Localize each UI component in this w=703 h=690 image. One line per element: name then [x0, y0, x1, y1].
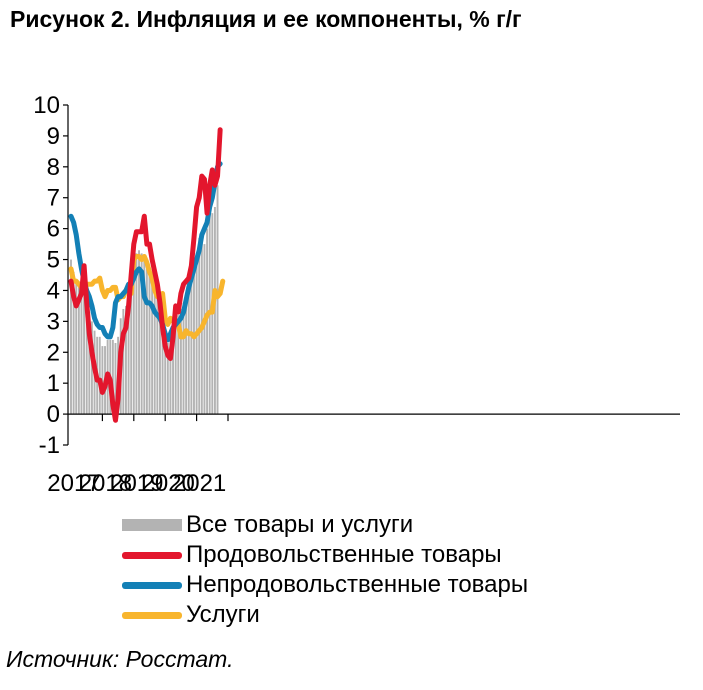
legend-label-all: Все товары и услуги	[186, 511, 414, 538]
bar-all-6	[85, 293, 88, 415]
x-tick-label-2020: 2020	[142, 470, 195, 497]
bar-all-4	[80, 287, 83, 415]
bar-all-7	[88, 312, 91, 415]
bar-all-11	[98, 336, 101, 415]
bar-all-29	[145, 268, 148, 415]
bar-all-21	[125, 305, 127, 415]
legend-label-food: Продовольственные товары	[186, 541, 502, 568]
legend-swatch-services	[122, 612, 182, 619]
bar-all-22	[127, 296, 130, 415]
y-tick-label-6: 6	[47, 216, 60, 243]
y-tick-label-3: 3	[47, 308, 60, 335]
legend-label-nonfood: Непродовольственные товары	[186, 571, 529, 598]
bar-all-40	[174, 321, 177, 415]
bar-all-31	[151, 281, 154, 415]
bar-all-33	[156, 296, 159, 415]
bar-all-41	[177, 315, 180, 415]
bar-all-38	[169, 336, 172, 415]
bar-all-25	[135, 253, 138, 415]
y-tick-label-10: 10	[33, 92, 60, 119]
bar-series	[70, 185, 219, 415]
bar-all-39	[172, 318, 174, 415]
legend-swatch-bars	[122, 519, 182, 531]
bar-all-3	[77, 287, 80, 415]
bar-all-51	[203, 244, 206, 415]
bar-all-8	[90, 321, 93, 415]
y-tick-label-5: 5	[47, 247, 60, 274]
source-note: Источник: Росстат.	[6, 646, 234, 672]
bar-all-24	[132, 259, 135, 415]
y-tick-label-0: 0	[47, 401, 60, 428]
bar-all-45	[187, 290, 190, 415]
bar-all-34	[159, 305, 161, 415]
bar-all-1	[72, 271, 75, 415]
x-tick-label-2018: 2018	[79, 470, 132, 497]
bar-all-5	[83, 278, 86, 415]
bar-all-42	[179, 309, 182, 415]
bar-all-23	[130, 281, 133, 415]
y-tick-label-1: 1	[47, 370, 60, 397]
y-tick-label-2: 2	[47, 339, 60, 366]
bar-all-20	[122, 309, 125, 415]
legend-label-services: Услуги	[186, 601, 260, 628]
legend-swatch-nonfood	[122, 582, 182, 589]
bar-all-44	[185, 299, 188, 415]
line-series-food	[68, 127, 223, 423]
bar-all-37	[166, 343, 169, 415]
y-tick-label--1: -1	[39, 432, 60, 459]
bar-all-28	[143, 256, 146, 415]
x-tick-label-2017: 2017	[47, 470, 100, 497]
bar-all-36	[164, 339, 167, 415]
bar-all-16	[111, 339, 114, 415]
x-tick-label-2021: 2021	[173, 470, 226, 497]
bar-all-32	[153, 290, 156, 415]
chart-title: Рисунок 2. Инфляция и ее компоненты, % г…	[10, 6, 522, 32]
bar-all-17	[114, 343, 117, 415]
legend-swatch-food	[122, 552, 182, 559]
bar-all-35	[161, 321, 164, 415]
bar-all-27	[140, 253, 143, 415]
y-tick-label-4: 4	[47, 277, 60, 304]
line-series-nonfood	[68, 161, 223, 343]
y-tick-label-8: 8	[47, 154, 60, 181]
line-series-services	[68, 253, 226, 340]
bar-all-46	[190, 278, 193, 415]
y-tick-label-9: 9	[47, 123, 60, 150]
bar-all-12	[101, 346, 104, 415]
x-tick-label-2019: 2019	[110, 470, 163, 497]
y-tick-label-7: 7	[47, 185, 60, 212]
bar-all-26	[138, 250, 140, 415]
bar-all-30	[148, 271, 151, 415]
bar-all-49	[198, 237, 201, 415]
bar-all-43	[182, 302, 185, 415]
bar-all-2	[75, 281, 78, 415]
bar-all-0	[70, 259, 72, 415]
bar-all-56	[216, 185, 219, 415]
